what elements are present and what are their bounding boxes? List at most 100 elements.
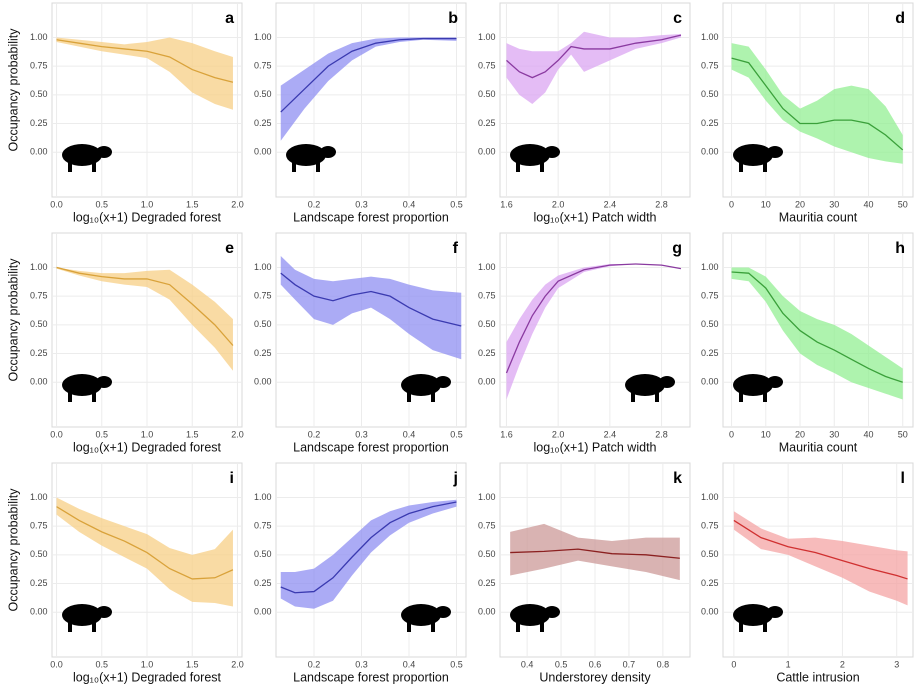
y-axis-label: Occupancy probability bbox=[6, 258, 20, 382]
panel: 0.00 0.25 0.50 0.75 1.00 0 10 20 30 40 50 d Mauritia… bbox=[701, 2, 914, 224]
x-tick-label: 0.8 bbox=[657, 659, 670, 669]
x-axis-label: Understorey density bbox=[539, 670, 651, 684]
icon-leg bbox=[631, 390, 635, 402]
y-tick-label: 0.00 bbox=[478, 607, 496, 617]
x-tick-label: 0.5 bbox=[96, 429, 109, 439]
icon-head bbox=[767, 146, 783, 158]
icon-head bbox=[767, 606, 783, 618]
icon-leg bbox=[739, 390, 743, 402]
y-tick-label: 0.25 bbox=[30, 578, 48, 588]
x-tick-label: 0.7 bbox=[623, 659, 636, 669]
x-tick-label: 0.5 bbox=[450, 199, 463, 209]
trend-line bbox=[280, 501, 457, 594]
x-tick-label: 1.0 bbox=[141, 429, 154, 439]
icon-leg bbox=[407, 390, 411, 402]
x-tick-label: 0.4 bbox=[521, 659, 534, 669]
x-tick-label: 2.0 bbox=[231, 429, 244, 439]
y-tick-label: 0.75 bbox=[30, 61, 48, 71]
y-tick-label: 0.00 bbox=[30, 377, 48, 387]
x-axis-label: Landscape forest proportion bbox=[293, 670, 449, 684]
trend-line bbox=[733, 519, 908, 580]
animal-icon bbox=[510, 604, 560, 632]
y-tick-label: 0.50 bbox=[701, 89, 719, 99]
y-tick-label: 0.75 bbox=[30, 291, 48, 301]
animal-icon bbox=[401, 604, 451, 632]
panel: 0.00 0.25 0.50 0.75 1.00 1.6 2.0 2.4 2.8 g log₁₀(x… bbox=[478, 232, 691, 454]
y-tick-label: 0.00 bbox=[254, 147, 272, 157]
y-tick-label: 0.00 bbox=[701, 377, 719, 387]
y-tick-label: 0.50 bbox=[30, 89, 48, 99]
panel-label: c bbox=[673, 10, 682, 27]
x-tick-label: 10 bbox=[761, 199, 771, 209]
icon-leg bbox=[68, 160, 72, 172]
x-tick-label: 2.4 bbox=[604, 199, 617, 209]
x-axis-label: Cattle intrusion bbox=[776, 670, 859, 684]
confidence-band bbox=[280, 37, 457, 141]
panel: 0.00 0.25 0.50 0.75 1.00 0 10 20 30 40 50 h Mauritia… bbox=[701, 232, 914, 454]
x-tick-label: 1.0 bbox=[141, 659, 154, 669]
x-axis-label: log₁₀(x+1) Patch width bbox=[533, 440, 656, 454]
y-tick-label: 0.75 bbox=[30, 521, 48, 531]
y-tick-label: 0.25 bbox=[478, 118, 496, 128]
panel-frame bbox=[275, 462, 467, 658]
y-tick-label: 0.75 bbox=[701, 61, 719, 71]
icon-leg bbox=[92, 620, 96, 632]
animal-icon bbox=[733, 604, 783, 632]
y-tick-label: 0.25 bbox=[478, 578, 496, 588]
icon-leg bbox=[540, 620, 544, 632]
y-tick-label: 1.00 bbox=[254, 32, 272, 42]
y-tick-label: 0.25 bbox=[30, 348, 48, 358]
icon-leg bbox=[540, 160, 544, 172]
x-tick-label: 2.8 bbox=[655, 429, 668, 439]
y-tick-label: 1.00 bbox=[30, 492, 48, 502]
animal-icon bbox=[62, 144, 112, 172]
y-tick-label: 1.00 bbox=[478, 262, 496, 272]
x-axis-label: Mauritia count bbox=[779, 210, 858, 224]
y-tick-label: 0.00 bbox=[254, 607, 272, 617]
x-tick-label: 0.6 bbox=[589, 659, 602, 669]
x-axis-label: Landscape forest proportion bbox=[293, 440, 449, 454]
y-tick-label: 0.25 bbox=[254, 118, 272, 128]
y-tick-label: 0.50 bbox=[701, 549, 719, 559]
x-tick-label: 20 bbox=[795, 199, 805, 209]
icon-leg bbox=[292, 160, 296, 172]
panel: 0.00 0.25 0.50 0.75 1.00 0.2 0.3 0.4 0.5 b Landsca… bbox=[254, 2, 467, 224]
x-tick-label: 0.2 bbox=[308, 199, 321, 209]
y-tick-label: 0.00 bbox=[701, 607, 719, 617]
panel-label: b bbox=[448, 10, 458, 27]
x-tick-label: 10 bbox=[761, 429, 771, 439]
panel-label: i bbox=[230, 470, 234, 487]
x-tick-label: 0.2 bbox=[308, 429, 321, 439]
x-tick-label: 0 bbox=[729, 429, 734, 439]
panel: 0.00 0.25 0.50 0.75 1.00 0.0 0.5 1.0 1.5 2.0 i log₁… bbox=[6, 462, 244, 684]
icon-head bbox=[767, 376, 783, 388]
panel-label: h bbox=[895, 240, 905, 257]
x-tick-label: 30 bbox=[829, 429, 839, 439]
x-tick-label: 0.2 bbox=[308, 659, 321, 669]
panel-frame bbox=[722, 2, 914, 198]
y-tick-label: 0.75 bbox=[254, 521, 272, 531]
y-tick-label: 0.00 bbox=[30, 147, 48, 157]
y-tick-label: 0.75 bbox=[701, 291, 719, 301]
x-tick-label: 2 bbox=[840, 659, 845, 669]
panel: 0.00 0.25 0.50 0.75 1.00 0.0 0.5 1.0 1.5 2.0 a log₁… bbox=[6, 2, 244, 224]
panel: 0.00 0.25 0.50 0.75 1.00 0.4 0.5 0.6 0.7 0.8 k Unde… bbox=[478, 462, 691, 684]
x-axis-label: Landscape forest proportion bbox=[293, 210, 449, 224]
x-tick-label: 0 bbox=[731, 659, 736, 669]
confidence-band bbox=[733, 511, 908, 606]
x-tick-label: 0.3 bbox=[355, 199, 368, 209]
y-tick-label: 1.00 bbox=[30, 262, 48, 272]
x-tick-label: 40 bbox=[863, 199, 873, 209]
icon-head bbox=[320, 146, 336, 158]
confidence-band bbox=[56, 37, 233, 110]
y-tick-label: 0.00 bbox=[30, 607, 48, 617]
y-tick-label: 0.50 bbox=[701, 319, 719, 329]
y-tick-label: 0.25 bbox=[478, 348, 496, 358]
y-tick-label: 0.75 bbox=[254, 61, 272, 71]
animal-icon bbox=[733, 144, 783, 172]
y-tick-label: 0.00 bbox=[478, 377, 496, 387]
x-tick-label: 1.5 bbox=[186, 659, 199, 669]
panel: 0.00 0.25 0.50 0.75 1.00 0.2 0.3 0.4 0.5 f Landsca… bbox=[254, 232, 467, 454]
